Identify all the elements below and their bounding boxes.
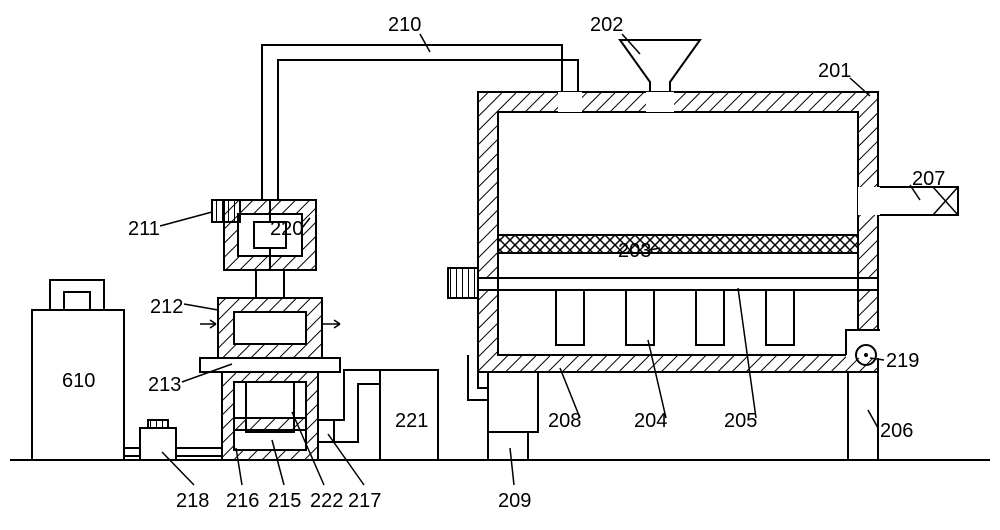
label-202: 202 [590,14,623,37]
label-203: 203 [618,240,651,263]
label-218: 218 [176,490,209,513]
label-207: 207 [912,168,945,191]
label-220: 220 [270,218,303,241]
label-610: 610 [62,370,95,393]
label-216: 216 [226,490,259,513]
label-212: 212 [150,296,183,319]
label-215: 215 [268,490,301,513]
label-210: 210 [388,14,421,37]
label-204: 204 [634,410,667,433]
label-205: 205 [724,410,757,433]
label-201: 201 [818,60,851,83]
label-209: 209 [498,490,531,513]
label-221: 221 [395,410,428,433]
diagram-root: 210 202 201 207 211 220 203 212 610 213 … [0,0,1000,530]
label-219: 219 [886,350,919,373]
label-213: 213 [148,374,181,397]
label-208: 208 [548,410,581,433]
label-211: 211 [128,218,160,241]
label-206: 206 [880,420,913,443]
label-222: 222 [310,490,343,513]
label-217: 217 [348,490,381,513]
